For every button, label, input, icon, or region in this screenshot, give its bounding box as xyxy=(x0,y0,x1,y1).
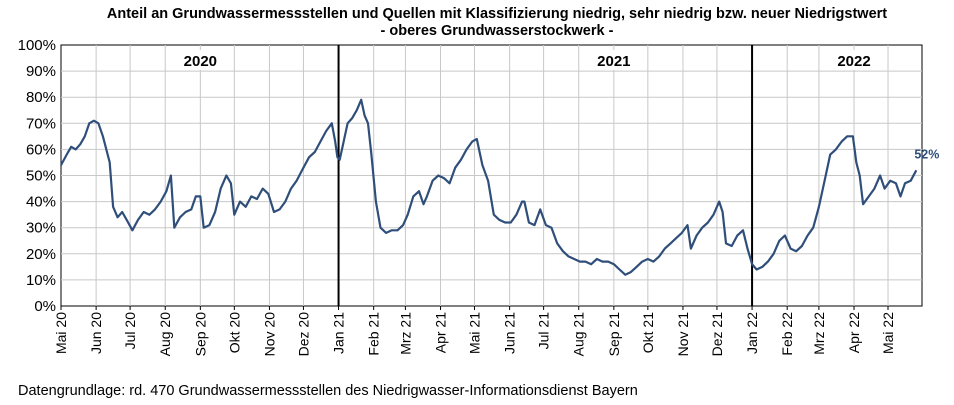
y-tick-label: 50% xyxy=(26,168,56,185)
end-value-label: 52% xyxy=(914,147,939,161)
x-tick-label: Feb 22 xyxy=(779,312,795,356)
chart-subtitle: - oberes Grundwasserstockwerk - xyxy=(380,23,614,39)
x-tick-label: Aug 20 xyxy=(157,312,173,357)
y-tick-label: 80% xyxy=(26,89,56,106)
x-tick-label: Mai 22 xyxy=(880,312,896,354)
x-tick-label: Mai 21 xyxy=(467,312,483,354)
year-label: 2022 xyxy=(837,53,870,70)
y-tick-label: 100% xyxy=(18,37,56,54)
x-tick-label: Nov 20 xyxy=(261,312,277,357)
x-tick-label: Apr 21 xyxy=(433,312,449,353)
x-tick-label: Mai 20 xyxy=(53,312,69,354)
x-tick-label: Mrz 22 xyxy=(811,312,827,355)
year-label-bg xyxy=(591,50,636,70)
series-line xyxy=(60,98,918,276)
year-label: 2021 xyxy=(597,53,630,70)
x-tick-label: Aug 21 xyxy=(571,312,587,357)
year-label-bg xyxy=(178,50,223,70)
y-tick-label: 30% xyxy=(26,220,56,237)
y-tick-label: 70% xyxy=(26,115,56,132)
x-tick-label: Jun 20 xyxy=(88,312,104,354)
y-tick-label: 40% xyxy=(26,194,56,211)
year-label: 2020 xyxy=(184,53,217,70)
x-tick-label: Dez 21 xyxy=(709,312,725,357)
y-tick-label: 0% xyxy=(34,298,56,315)
x-tick-label: Sep 21 xyxy=(606,312,622,357)
x-tick-label: Jan 21 xyxy=(331,312,347,354)
chart-title: Anteil an Grundwassermessstellen und Que… xyxy=(106,6,888,22)
x-tick-label: Feb 21 xyxy=(366,312,382,356)
x-tick-label: Nov 21 xyxy=(675,312,691,357)
year-label-bg xyxy=(832,50,877,70)
x-tick-label: Dez 20 xyxy=(295,312,311,357)
y-tick-label: 90% xyxy=(26,63,56,80)
x-tick-label: Apr 22 xyxy=(846,312,862,353)
x-tick-label: Mrz 21 xyxy=(397,312,413,355)
x-tick-label: Jul 21 xyxy=(536,312,552,350)
y-tick-label: 10% xyxy=(26,272,56,289)
data-source-note: Datengrundlage: rd. 470 Grundwassermesss… xyxy=(18,383,638,399)
y-tick-label: 60% xyxy=(26,141,56,158)
y-tick-label: 20% xyxy=(26,246,56,263)
x-tick-label: Sep 20 xyxy=(192,312,208,357)
x-tick-label: Jun 21 xyxy=(502,312,518,354)
x-tick-label: Jul 20 xyxy=(122,312,138,350)
x-tick-label: Okt 20 xyxy=(226,312,242,353)
x-tick-label: Jan 22 xyxy=(744,312,760,354)
x-tick-label: Okt 21 xyxy=(640,312,656,353)
